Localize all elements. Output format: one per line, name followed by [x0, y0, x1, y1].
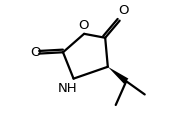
Text: O: O	[78, 19, 89, 32]
Text: O: O	[118, 4, 129, 17]
Text: O: O	[30, 46, 41, 59]
Polygon shape	[108, 67, 128, 84]
Text: NH: NH	[58, 82, 77, 95]
